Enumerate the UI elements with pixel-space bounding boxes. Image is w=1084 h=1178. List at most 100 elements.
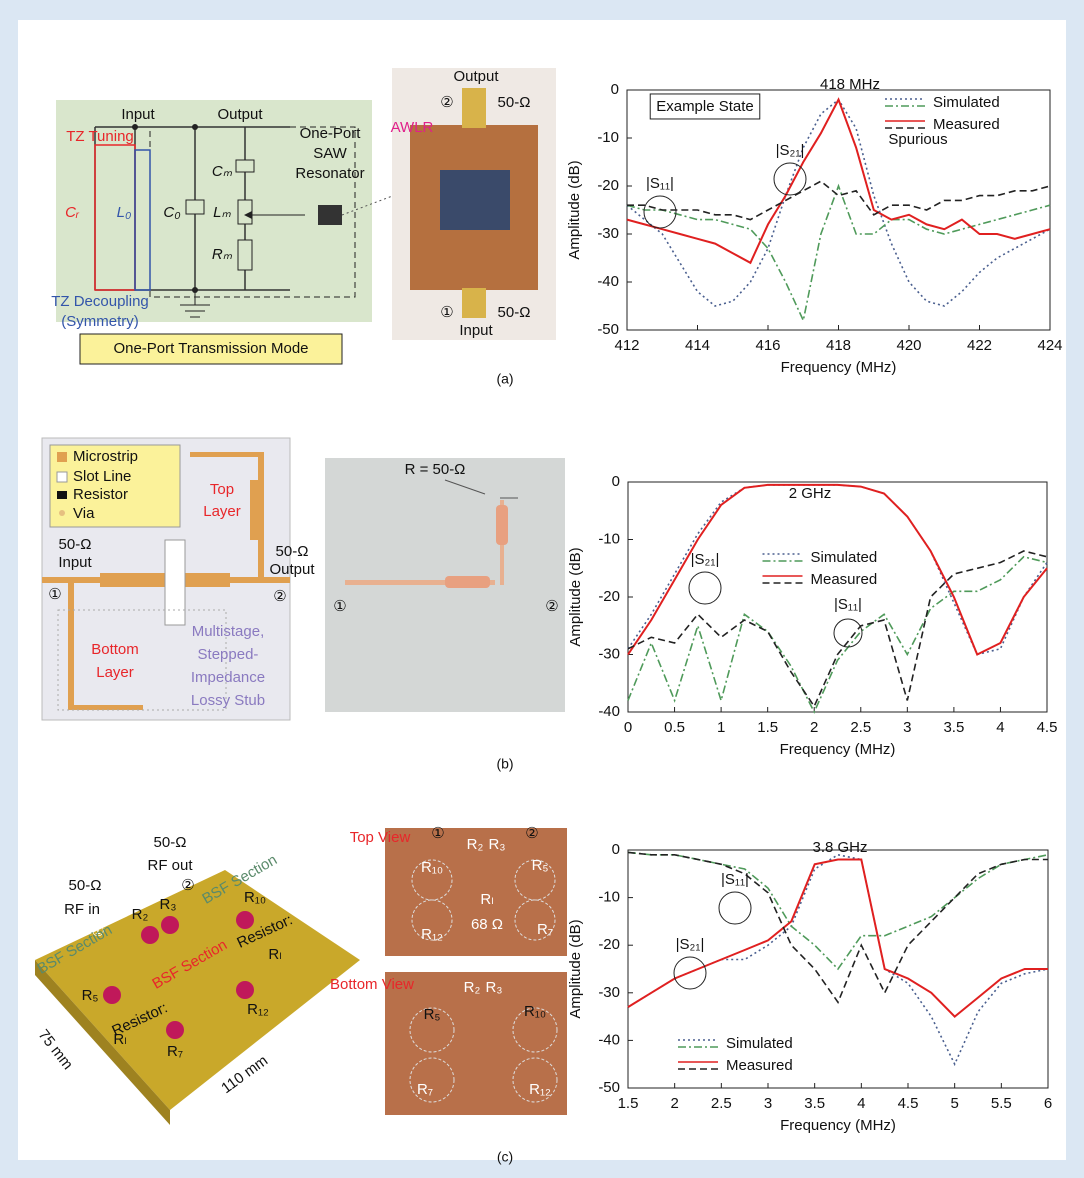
label: R₂ xyxy=(467,836,484,853)
label: Rₗ xyxy=(480,891,493,908)
label: Input xyxy=(121,106,155,123)
y-tick-label: -50 xyxy=(598,1079,620,1096)
y-tick-label: -50 xyxy=(597,321,619,338)
label: R₁₀ xyxy=(244,889,266,906)
label: SAW xyxy=(313,145,347,162)
x-tick-label: 2 xyxy=(670,1095,678,1112)
x-tick-label: 418 xyxy=(826,337,851,354)
label: Lₘ xyxy=(213,204,231,221)
legend-label: Measured xyxy=(726,1057,793,1074)
y-tick-label: -10 xyxy=(597,129,619,146)
legend-label: Measured xyxy=(811,571,878,588)
x-tick-label: 4.5 xyxy=(898,1095,919,1112)
x-tick-label: 2 xyxy=(810,719,818,736)
label: Top xyxy=(210,481,234,498)
y-tick-label: 0 xyxy=(612,841,620,858)
label: R₁₂ xyxy=(421,926,443,943)
legend-label: Resistor xyxy=(73,486,128,503)
y-tick-label: -40 xyxy=(598,1031,620,1048)
x-axis-label: Frequency (MHz) xyxy=(780,1117,896,1134)
layout-diagram: Microstrip Slot Line Resistor Via Top La… xyxy=(42,438,315,720)
x-tick-label: 3.5 xyxy=(804,1095,825,1112)
label: R₇ xyxy=(417,1081,433,1098)
x-tick-label: 424 xyxy=(1037,337,1062,354)
x-tick-label: 4 xyxy=(857,1095,865,1112)
y-tick-label: -10 xyxy=(598,530,620,547)
label: Input xyxy=(459,322,493,339)
label: One-Port xyxy=(300,125,362,142)
annotation: 418 MHz xyxy=(820,76,880,93)
label: Output xyxy=(217,106,263,123)
label: ② xyxy=(273,588,286,605)
label: 50-Ω xyxy=(276,543,309,560)
x-axis-label: Frequency (MHz) xyxy=(781,359,897,376)
y-tick-label: -30 xyxy=(598,984,620,1001)
label: R₅ xyxy=(424,1006,441,1023)
label: ① xyxy=(431,825,444,842)
label: 50-Ω xyxy=(498,304,531,321)
label: R₂ xyxy=(464,979,481,996)
label: Rₗ xyxy=(268,946,281,963)
annotation: Example State xyxy=(656,98,754,115)
x-tick-label: 414 xyxy=(685,337,710,354)
annotation: |S₁₁| xyxy=(721,871,749,888)
label: R = 50-Ω xyxy=(405,461,466,478)
label: Cᵣ xyxy=(65,204,80,221)
annotation: |S₂₁| xyxy=(691,551,720,568)
label: ② xyxy=(545,598,558,615)
label: R₅ xyxy=(532,857,549,874)
label: R₇ xyxy=(537,921,553,938)
label: 50-Ω xyxy=(154,834,187,851)
label: Bottom View xyxy=(330,976,414,993)
label: R₃ xyxy=(489,836,506,853)
y-tick-label: -40 xyxy=(598,703,620,720)
label: ① xyxy=(333,598,346,615)
annotation: Spurious xyxy=(888,131,947,148)
x-tick-label: 1.5 xyxy=(618,1095,639,1112)
label: RF out xyxy=(147,857,193,874)
y-axis-label: Amplitude (dB) xyxy=(567,547,584,646)
x-tick-label: 0 xyxy=(624,719,632,736)
y-tick-label: -20 xyxy=(598,936,620,953)
label: ① xyxy=(48,586,61,603)
label: Cₘ xyxy=(212,163,233,180)
label: TZ Decoupling xyxy=(51,293,149,310)
annotation: |S₁₁| xyxy=(646,175,674,192)
label: C₀ xyxy=(163,204,180,221)
y-tick-label: 0 xyxy=(612,473,620,490)
label: R₁₀ xyxy=(421,859,443,876)
y-tick-label: -20 xyxy=(597,177,619,194)
x-axis-label: Frequency (MHz) xyxy=(780,741,896,758)
y-tick-label: -30 xyxy=(598,645,620,662)
x-tick-label: 3 xyxy=(764,1095,772,1112)
label: Output xyxy=(269,561,315,578)
label: Input xyxy=(58,554,92,571)
label: Top View xyxy=(350,829,411,846)
legend-label: Simulated xyxy=(811,549,878,566)
x-tick-label: 416 xyxy=(755,337,780,354)
label: Stepped- xyxy=(198,646,259,663)
label: ② xyxy=(525,825,538,842)
label: Rₘ xyxy=(212,246,233,263)
x-tick-label: 420 xyxy=(896,337,921,354)
caption: (a) xyxy=(496,371,513,387)
label: 50-Ω xyxy=(69,877,102,894)
caption: (c) xyxy=(497,1149,513,1165)
label: Rₗ xyxy=(113,1031,126,1048)
x-tick-label: 2.5 xyxy=(711,1095,732,1112)
label: RF in xyxy=(64,901,100,918)
y-tick-label: -10 xyxy=(598,889,620,906)
label: R₂ xyxy=(132,906,149,923)
label: ② xyxy=(440,94,453,111)
annotation: 2 GHz xyxy=(789,485,832,502)
x-tick-label: 1.5 xyxy=(757,719,778,736)
annotation: |S₁₁| xyxy=(834,596,862,613)
label: TZ Tuning xyxy=(66,128,134,145)
label: R₃ xyxy=(160,896,177,913)
label: 50-Ω xyxy=(59,536,92,553)
x-tick-label: 2.5 xyxy=(850,719,871,736)
device-photo: R = 50-Ω ① ② xyxy=(325,458,565,712)
label: Output xyxy=(453,68,499,85)
label: One-Port Transmission Mode xyxy=(113,340,308,357)
label: Lossy Stub xyxy=(191,692,265,709)
